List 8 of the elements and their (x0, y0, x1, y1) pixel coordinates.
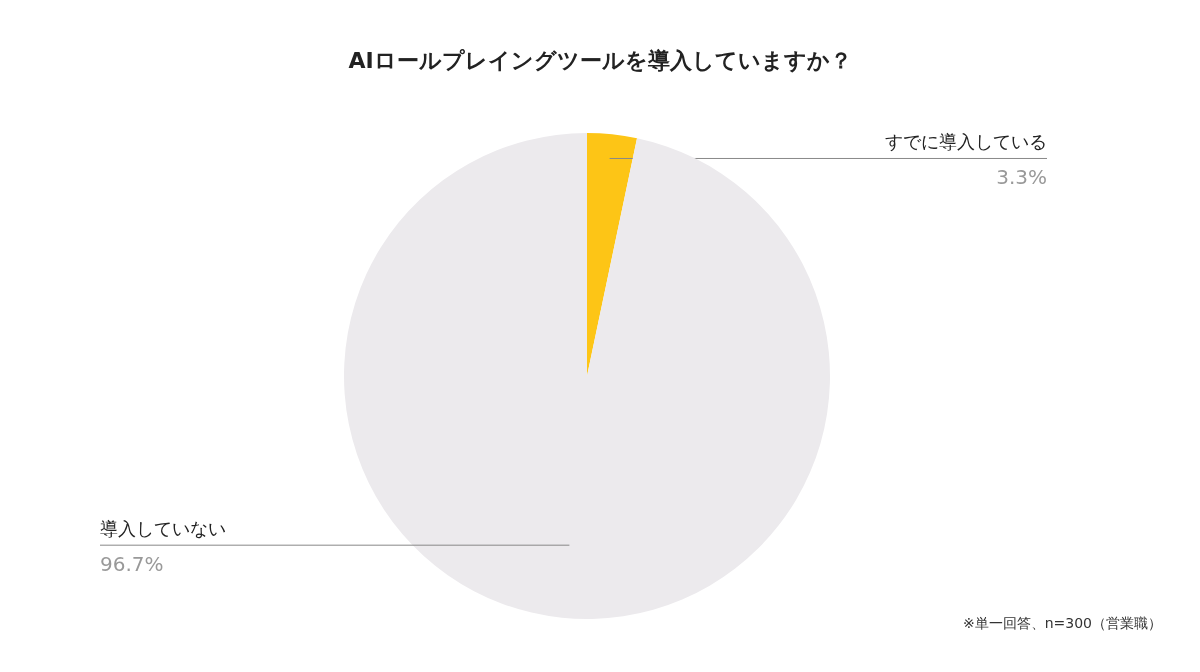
text: ※単一回答、n=300（営業職） (962, 615, 1162, 631)
pie-slice (344, 133, 830, 619)
chart-title: AIロールプレイングツールを導入していますか？ (348, 48, 852, 73)
data-label: 96.7% (100, 552, 164, 577)
slice-label: 導入していない (100, 518, 226, 540)
data-label: 3.3% (996, 165, 1047, 190)
slice-label: すでに導入している (885, 131, 1047, 153)
pie-slice (587, 133, 638, 376)
